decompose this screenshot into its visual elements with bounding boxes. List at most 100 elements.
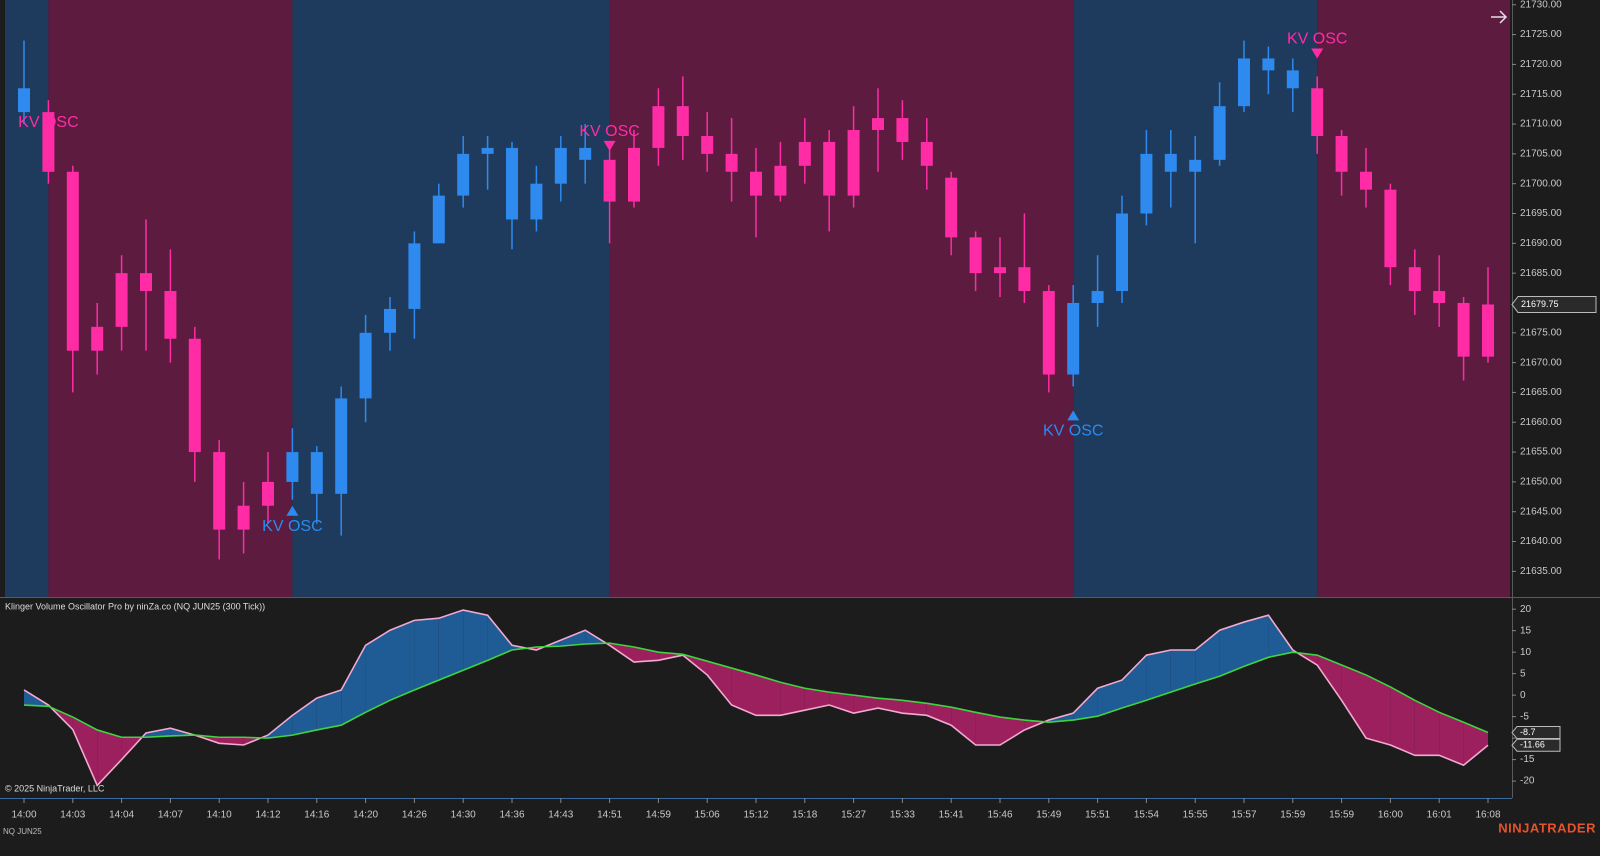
- x-tick-label: 15:59: [1280, 810, 1305, 821]
- oscillator-fill: [926, 703, 952, 726]
- oscillator-fill: [414, 618, 439, 690]
- candle-body: [432, 195, 445, 244]
- y-tick-label: 21645.00: [1520, 506, 1562, 517]
- oscillator-fill: [1268, 615, 1293, 658]
- x-tick-label: 15:27: [841, 810, 866, 821]
- candle-body: [1457, 302, 1470, 357]
- y-tick-label: 21635.00: [1520, 566, 1562, 577]
- y-tick-label: 0: [1520, 690, 1526, 701]
- candle-body: [1140, 153, 1153, 214]
- candle-body: [115, 273, 128, 327]
- oscillator-fill: [97, 729, 122, 786]
- last-value-box: [1511, 726, 1561, 740]
- indicator-title: Klinger Volume Oscillator Pro by ninZa.c…: [5, 601, 265, 611]
- candle-body: [1286, 70, 1299, 89]
- oscillator-fill: [1000, 717, 1025, 745]
- signal-arrow: [42, 131, 55, 142]
- trend-region: [292, 0, 610, 597]
- y-tick-label: 21655.00: [1520, 447, 1562, 458]
- oscillator-fill: [780, 682, 805, 716]
- last-price-label: 21679.75: [1521, 299, 1559, 309]
- candle-body: [1311, 88, 1324, 136]
- oscillator-fill: [72, 717, 98, 786]
- oscillator-fill: [1439, 712, 1464, 766]
- y-tick-label: -20: [1520, 776, 1535, 787]
- x-tick-label: 14:59: [646, 810, 671, 821]
- x-tick-label: 14:00: [11, 810, 36, 821]
- y-tick-label: 21730.00: [1520, 0, 1562, 10]
- last-price-box: [1511, 295, 1597, 313]
- scroll-arrow-icon[interactable]: [1491, 10, 1508, 24]
- oscillator-fill: [878, 698, 903, 714]
- x-tick-label: 15:33: [890, 810, 915, 821]
- candle-body: [603, 159, 616, 202]
- x-tick-label: 14:43: [548, 810, 573, 821]
- oscillator-fill: [1195, 630, 1220, 684]
- x-tick-label: 15:12: [743, 810, 768, 821]
- candle-body: [359, 332, 372, 399]
- x-tick-label: 14:26: [402, 810, 427, 821]
- y-tick-label: 21720.00: [1520, 59, 1562, 70]
- signal-arrow: [1311, 48, 1324, 59]
- candle-body: [1433, 291, 1446, 303]
- y-tick-label: 15: [1520, 625, 1532, 636]
- last-value-box: [1511, 738, 1561, 752]
- signal-arrow: [1067, 410, 1080, 421]
- logo: NINJATRADER: [1498, 820, 1596, 835]
- oscillator-fill: [1317, 655, 1342, 701]
- signal-arrow: [286, 505, 299, 516]
- oscillator-fill: [902, 700, 927, 716]
- oscillator-fill: [316, 689, 342, 730]
- candle-body: [945, 177, 958, 238]
- x-tick-label: 14:30: [451, 810, 476, 821]
- candle-body: [262, 481, 274, 506]
- candle-body: [335, 398, 348, 494]
- x-tick-label: 14:03: [60, 810, 85, 821]
- oscillator-fill: [146, 728, 171, 738]
- x-tick-label: 14:07: [158, 810, 183, 821]
- candle-body: [384, 308, 396, 333]
- y-tick-label: 21710.00: [1520, 119, 1562, 130]
- oscillator-fill: [1390, 686, 1415, 756]
- last-value-label: -8.7: [1520, 727, 1536, 737]
- signal-label: KV OSC: [1287, 31, 1347, 48]
- copyright: © 2025 NinjaTrader, LLC: [5, 783, 105, 793]
- candle-body: [920, 141, 933, 166]
- candle-body: [188, 338, 201, 453]
- oscillator-fill: [365, 630, 390, 713]
- y-tick-label: 21685.00: [1520, 268, 1562, 279]
- oscillator-line: [23, 642, 1489, 739]
- candle-body: [750, 171, 762, 196]
- candle-body: [896, 118, 909, 142]
- y-tick-label: 21660.00: [1520, 417, 1562, 428]
- y-tick-label: 20: [1520, 604, 1532, 615]
- candle-body: [530, 183, 543, 220]
- candle-body: [1067, 302, 1080, 375]
- last-value-label: -11.66: [1520, 740, 1545, 750]
- candle-body: [1042, 291, 1055, 375]
- candle-body: [969, 237, 982, 274]
- candle-body: [774, 165, 787, 196]
- candle-body: [1164, 153, 1177, 172]
- x-tick-label: 16:08: [1475, 810, 1500, 821]
- y-tick-label: 21675.00: [1520, 327, 1562, 338]
- candle-body: [1238, 58, 1250, 107]
- candle-body: [1189, 159, 1202, 172]
- oscillator-fill: [390, 620, 415, 701]
- candle-body: [1262, 58, 1275, 71]
- candle-body: [554, 147, 567, 184]
- x-tick-label: 14:20: [353, 810, 378, 821]
- signal-arrow: [603, 140, 616, 151]
- oscillator-fill: [1463, 722, 1488, 766]
- oscillator-fill: [975, 712, 1000, 745]
- oscillator-fill: [1219, 622, 1244, 677]
- oscillator-fill: [1146, 650, 1171, 701]
- oscillator-fill: [1366, 674, 1391, 745]
- y-tick-label: 21670.00: [1520, 357, 1562, 368]
- x-tick-label: 15:41: [939, 810, 964, 821]
- candle-body: [140, 273, 152, 292]
- x-tick-label: 14:12: [255, 810, 280, 821]
- candle-body: [91, 326, 104, 351]
- x-tick-label: 14:51: [597, 810, 622, 821]
